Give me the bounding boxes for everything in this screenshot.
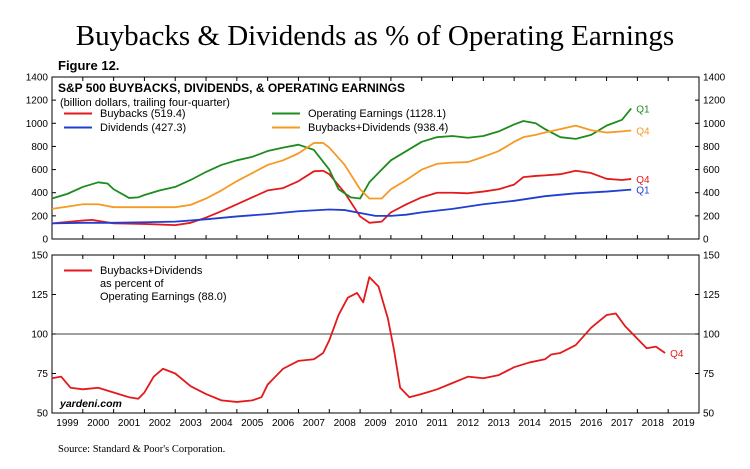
y-tick-label-right: 50 [703, 409, 715, 420]
top-chart-title: S&P 500 BUYBACKS, DIVIDENDS, & OPERATING… [58, 81, 405, 95]
x-tick-label: 2019 [672, 418, 695, 429]
series-end-label-operating: Q1 [636, 104, 650, 115]
y-tick-label-right: 1400 [703, 73, 726, 84]
y-tick-label-left: 150 [31, 251, 48, 262]
x-tick-label: 2014 [518, 418, 541, 429]
x-tick-label: 1999 [56, 418, 79, 429]
legend-label-ratio: Buybacks+Dividends [100, 265, 203, 277]
x-tick-label: 2015 [549, 418, 572, 429]
x-tick-label: 2007 [303, 418, 326, 429]
y-tick-label-right: 150 [703, 251, 720, 262]
x-tick-label: 2000 [87, 418, 110, 429]
y-tick-label-left: 400 [31, 188, 48, 199]
y-tick-label-right: 125 [703, 290, 720, 301]
y-tick-label-left: 125 [31, 290, 48, 301]
series-line-buybacks [51, 169, 632, 227]
x-tick-label: 2004 [210, 418, 233, 429]
x-tick-label: 2002 [149, 418, 172, 429]
y-tick-label-left: 1000 [26, 119, 49, 130]
x-tick-label: 2017 [611, 418, 634, 429]
x-tick-label: 2013 [488, 418, 511, 429]
x-tick-label: 2012 [457, 418, 480, 429]
y-tick-label-right: 200 [703, 211, 720, 222]
y-tick-label-right: 1000 [703, 119, 726, 130]
y-tick-label-right: 0 [703, 235, 709, 246]
y-tick-label-left: 800 [31, 142, 48, 153]
top-legend: Buybacks (519.4) Dividends (427.3) Operati… [64, 108, 448, 134]
series-line-ratio [51, 276, 666, 403]
series-end-label-combined: Q4 [636, 126, 650, 137]
legend-label-buybacks: Buybacks (519.4) [100, 108, 186, 120]
source-note: Source: Standard & Poor's Corporation. [58, 444, 226, 455]
x-tick-label: 2008 [334, 418, 357, 429]
x-tick-label: 2001 [118, 418, 141, 429]
x-tick-label: 2006 [272, 418, 295, 429]
x-tick-label: 2009 [364, 418, 387, 429]
x-tick-label: 2011 [426, 418, 448, 429]
top-panel-frame [51, 76, 700, 240]
y-tick-label-left: 0 [42, 235, 48, 246]
series-end-label-buybacks: Q4 [636, 175, 650, 186]
y-tick-label-left: 75 [37, 369, 49, 380]
page-title: Buybacks & Dividends as % of Operating E… [75, 20, 675, 52]
y-tick-label-right: 400 [703, 188, 720, 199]
top-chart-panel: S&P 500 BUYBACKS, DIVIDENDS, & OPERATING… [26, 73, 726, 246]
y-tick-label-right: 1200 [703, 96, 726, 107]
y-tick-label-left: 1400 [26, 73, 49, 84]
y-tick-label-left: 50 [37, 409, 49, 420]
x-tick-label: 2010 [395, 418, 418, 429]
x-tick-label: 2018 [642, 418, 665, 429]
y-tick-label-left: 1200 [26, 96, 49, 107]
series-line-operating [51, 107, 632, 200]
y-tick-label-left: 100 [31, 330, 48, 341]
top-chart-subtitle: (billion dollars, trailing four-quarter) [60, 97, 230, 109]
x-tick-label: 2003 [180, 418, 203, 429]
watermark-text: yardeni.com [59, 398, 122, 410]
series-line-dividends [51, 188, 632, 225]
y-tick-label-left: 600 [31, 165, 48, 176]
legend-label-combined: Buybacks+Dividends (938.4) [308, 122, 448, 134]
series-line-combined [51, 124, 632, 210]
y-tick-label-right: 75 [703, 369, 715, 380]
x-tick-label: 2016 [580, 418, 603, 429]
legend-label-dividends: Dividends (427.3) [100, 122, 186, 134]
legend-label-operating: Operating Earnings (1128.1) [308, 108, 446, 120]
y-tick-label-right: 800 [703, 142, 720, 153]
series-end-label-ratio: Q4 [670, 349, 684, 360]
y-tick-label-left: 200 [31, 211, 48, 222]
legend-label-ratio: Operating Earnings (88.0) [100, 291, 227, 303]
x-tick-label: 2005 [241, 418, 264, 429]
y-tick-label-right: 600 [703, 165, 720, 176]
y-tick-label-right: 100 [703, 330, 720, 341]
figure-label: Figure 12. [58, 58, 120, 73]
series-end-label-dividends: Q1 [636, 186, 650, 197]
legend-label-ratio: as percent of [100, 278, 165, 290]
